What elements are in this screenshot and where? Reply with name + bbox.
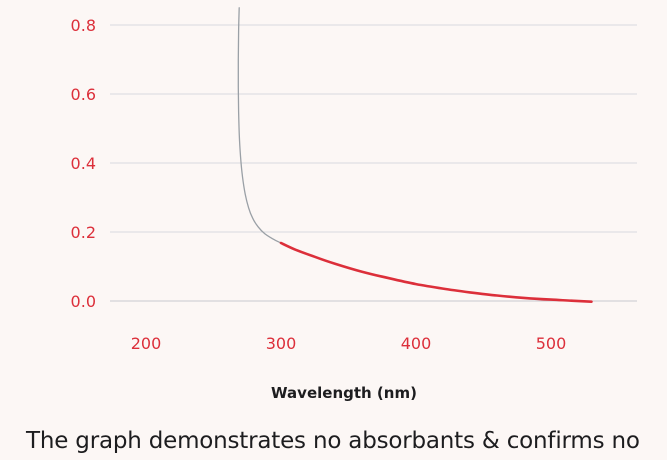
y-tick-label: 0.4 <box>71 154 96 173</box>
y-tick-label: 0.0 <box>71 292 96 311</box>
x-tick-label: 400 <box>401 334 432 353</box>
y-tick-label: 0.2 <box>71 223 96 242</box>
y-tick-labels: 0.0 0.2 0.4 0.6 0.8 <box>71 16 96 311</box>
series-line-gray <box>237 7 282 244</box>
gridlines <box>110 24 637 302</box>
x-tick-label: 200 <box>131 334 162 353</box>
y-tick-label: 0.8 <box>71 16 96 35</box>
x-tick-label: 300 <box>266 334 297 353</box>
caption-text: The graph demonstrates no absorbants & c… <box>26 428 640 454</box>
x-tick-label: 500 <box>536 334 567 353</box>
data-series <box>237 7 593 303</box>
x-axis-title: Wavelength (nm) <box>271 384 417 402</box>
series-line-red <box>279 241 593 303</box>
x-tick-labels: 200 300 400 500 <box>131 334 567 353</box>
absorbance-chart: 0.0 0.2 0.4 0.6 0.8 200 300 400 500 Wavelength … <box>71 7 637 402</box>
y-tick-label: 0.6 <box>71 85 96 104</box>
